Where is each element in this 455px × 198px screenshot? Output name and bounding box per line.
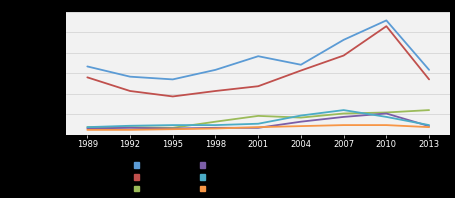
Legend:  ,  ,  ,  ,  ,  : , , , , , — [132, 159, 214, 195]
